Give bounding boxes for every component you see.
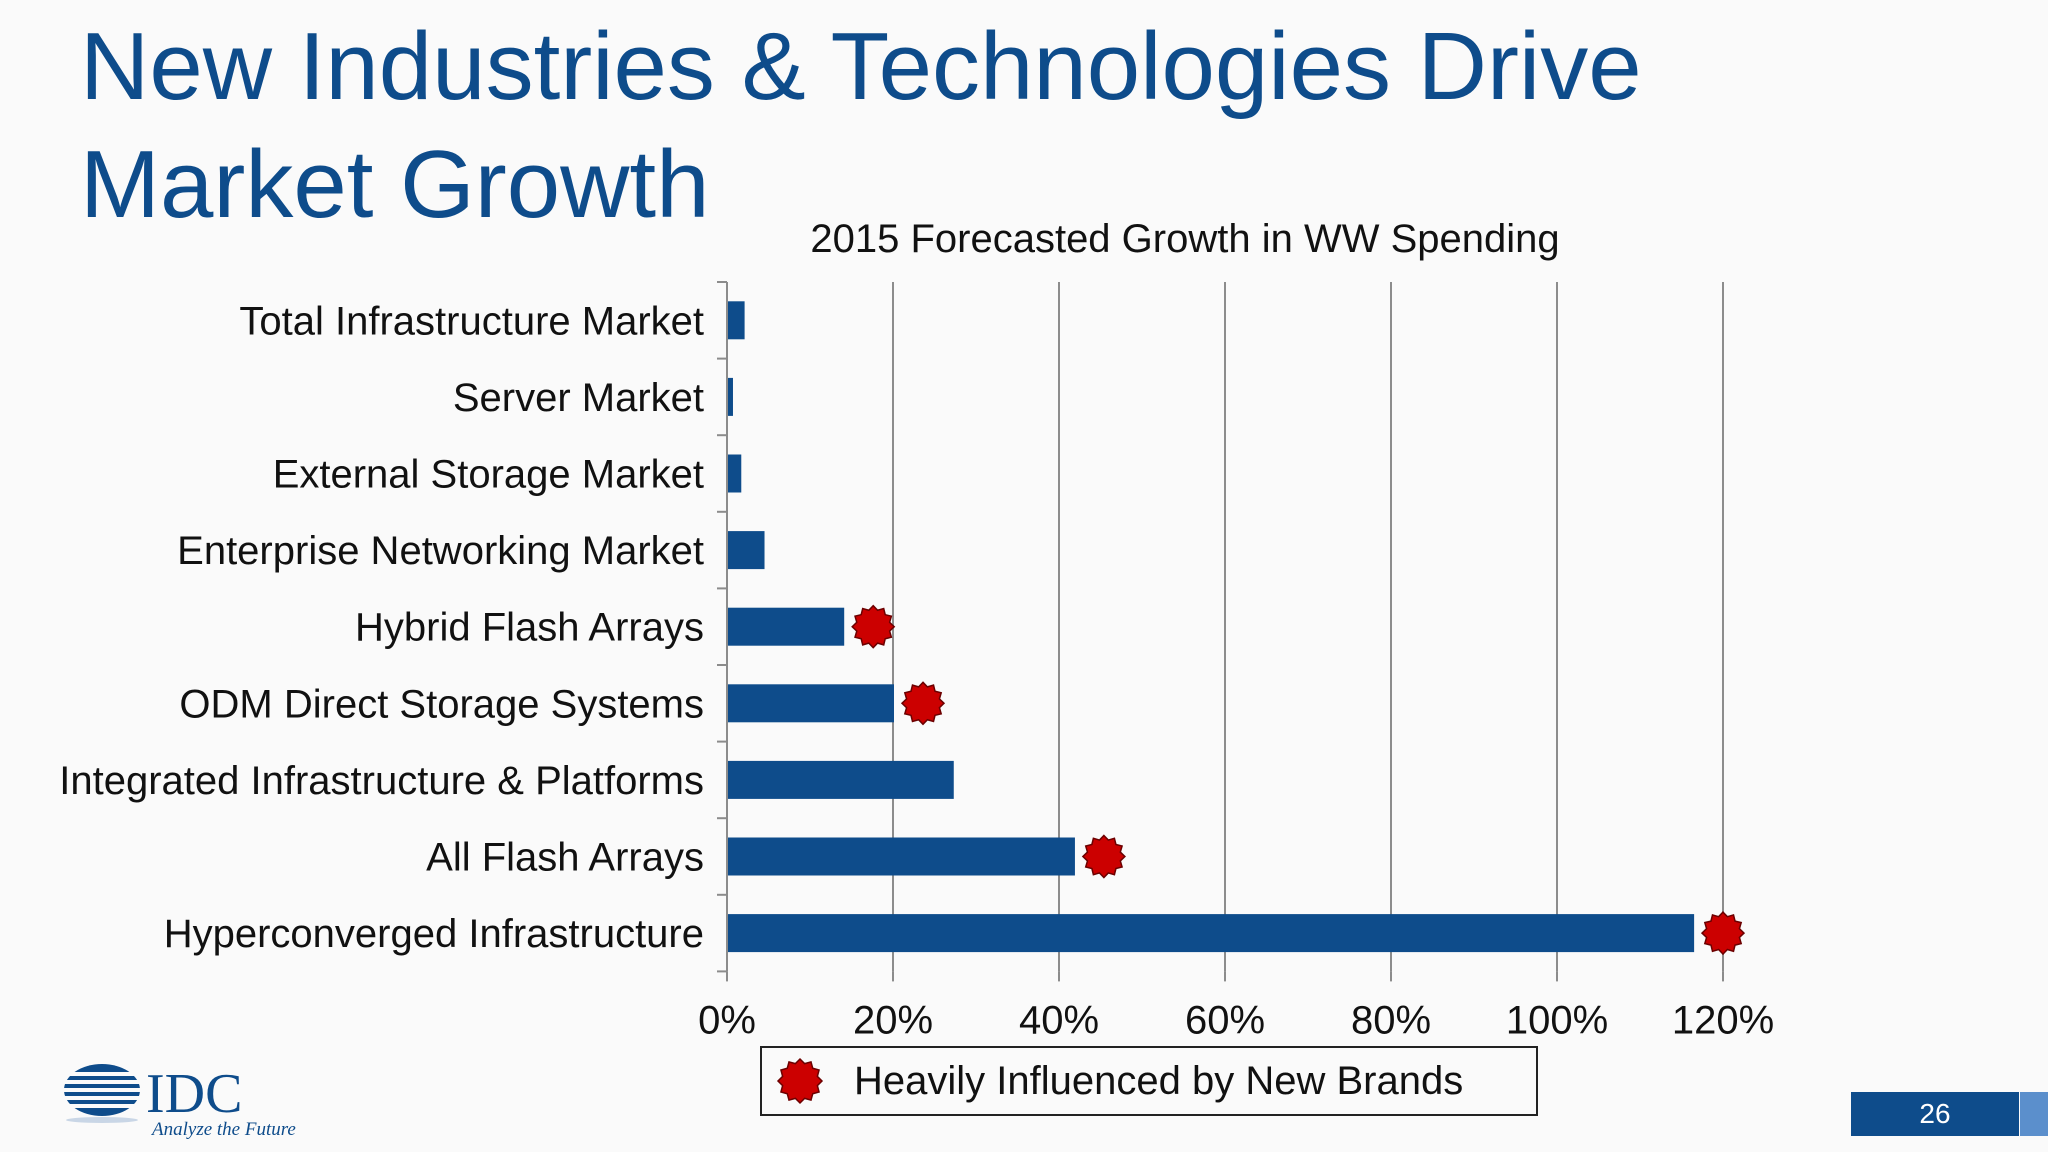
- x-tick-label: 0%: [698, 998, 756, 1042]
- new-brand-marker-icon: [851, 604, 896, 649]
- bar: [728, 837, 1075, 876]
- category-label: Integrated Infrastructure & Platforms: [59, 759, 704, 803]
- category-label: Hybrid Flash Arrays: [355, 606, 704, 650]
- category-label: Total Infrastructure Market: [239, 299, 704, 343]
- category-label: ODM Direct Storage Systems: [179, 682, 704, 726]
- category-label: Enterprise Networking Market: [177, 529, 704, 573]
- bar: [728, 684, 894, 723]
- x-tick-label: 40%: [1019, 998, 1099, 1042]
- bar: [728, 607, 845, 646]
- chart-legend: Heavily Influenced by New Brands: [760, 1046, 1538, 1116]
- red-star-badge-icon: [776, 1057, 824, 1105]
- bar: [728, 914, 1695, 953]
- bar: [728, 454, 742, 493]
- x-tick-labels: 0% 20% 40% 60% 80% 100% 120%: [698, 998, 1774, 1042]
- new-brand-markers: [851, 604, 1746, 956]
- idc-logo-tagline: Analyze the Future: [150, 1119, 296, 1140]
- bar: [728, 531, 765, 570]
- page-number: 26: [1851, 1092, 2019, 1136]
- x-tick-label: 60%: [1185, 998, 1265, 1042]
- bars: [728, 301, 1695, 953]
- x-tick-label: 100%: [1506, 998, 1608, 1042]
- category-label: All Flash Arrays: [426, 836, 704, 880]
- page-number-label: 26: [1919, 1098, 1951, 1129]
- growth-bar-chart: 2015 Forecasted Growth in WW Spending To…: [59, 217, 1774, 1042]
- category-labels: Total Infrastructure Market Server Market…: [59, 299, 704, 956]
- new-brand-marker-icon: [1700, 911, 1746, 956]
- category-label: Server Market: [453, 376, 704, 420]
- bar: [728, 301, 745, 340]
- axes: [717, 281, 1724, 982]
- bar: [728, 377, 733, 416]
- idc-globe-icon: [62, 1064, 142, 1123]
- legend-label: Heavily Influenced by New Brands: [854, 1058, 1464, 1103]
- chart-title: 2015 Forecasted Growth in WW Spending: [810, 217, 1559, 261]
- idc-logo: IDC Analyze the Future: [60, 1060, 300, 1145]
- x-tick-label: 20%: [853, 998, 933, 1042]
- bar: [728, 760, 954, 799]
- page-number-accent: [2020, 1092, 2048, 1136]
- category-label: Hyperconverged Infrastructure: [164, 912, 704, 956]
- idc-logo-name: IDC: [146, 1063, 242, 1125]
- slide-title-line-2: Market Growth: [80, 131, 710, 238]
- slide-title-line-1: New Industries & Technologies Drive: [80, 13, 1642, 120]
- slide-title: New Industries & Technologies Drive Mark…: [80, 8, 1980, 244]
- x-tick-label: 80%: [1351, 998, 1431, 1042]
- x-tick-label: 120%: [1672, 998, 1774, 1042]
- new-brand-marker-icon: [1081, 834, 1126, 879]
- category-label: External Storage Market: [273, 453, 704, 497]
- new-brand-marker-icon: [900, 681, 946, 726]
